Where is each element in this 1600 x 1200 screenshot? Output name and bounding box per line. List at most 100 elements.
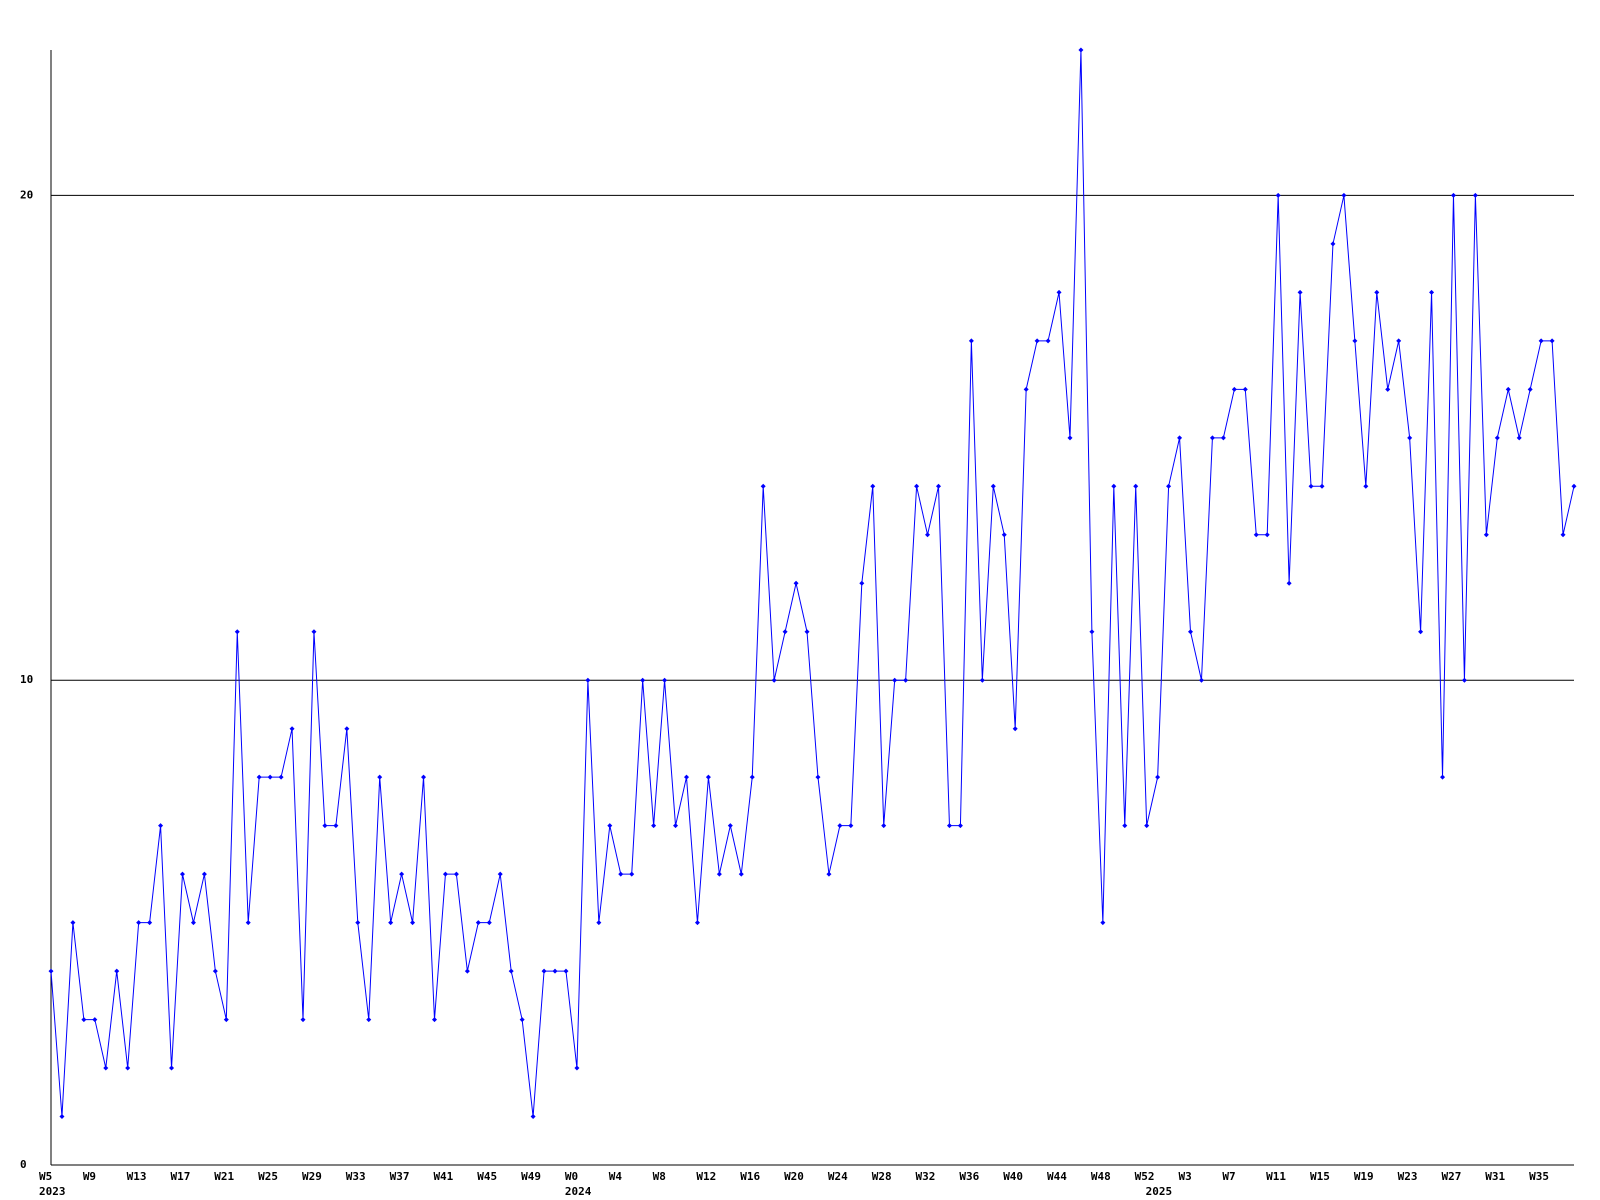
data-point xyxy=(782,629,788,635)
data-point xyxy=(771,677,777,683)
data-point xyxy=(673,823,679,829)
data-point xyxy=(300,1017,306,1023)
data-point xyxy=(278,774,284,780)
data-point xyxy=(519,1017,525,1023)
data-point xyxy=(267,774,273,780)
x-tick-label: W41 xyxy=(433,1170,453,1183)
data-point xyxy=(563,968,569,974)
data-point xyxy=(1571,483,1577,489)
x-tick-label: W13 xyxy=(127,1170,147,1183)
data-point xyxy=(377,774,383,780)
data-point xyxy=(1440,774,1446,780)
data-point xyxy=(147,920,153,926)
data-point xyxy=(169,1065,175,1071)
data-point xyxy=(815,774,821,780)
x-tick-label: W9 xyxy=(83,1170,96,1183)
data-point xyxy=(1242,386,1248,392)
data-point xyxy=(234,629,240,635)
x-tick-label: W35 xyxy=(1529,1170,1549,1183)
data-point xyxy=(1308,483,1314,489)
data-point xyxy=(903,677,909,683)
data-point xyxy=(190,920,196,926)
data-point xyxy=(442,871,448,877)
data-point xyxy=(508,968,514,974)
data-point xyxy=(355,920,361,926)
x-tick-label: W29 xyxy=(302,1170,322,1183)
data-point xyxy=(212,968,218,974)
x-tick-label: W49 xyxy=(521,1170,541,1183)
y-tick-label: 0 xyxy=(20,1158,27,1171)
x-tick-label: W31 xyxy=(1485,1170,1505,1183)
data-point xyxy=(245,920,251,926)
x-tick-label: W52 xyxy=(1135,1170,1155,1183)
x-tick-label: W24 xyxy=(828,1170,848,1183)
data-point xyxy=(475,920,481,926)
data-point xyxy=(541,968,547,974)
x-tick-label: W8 xyxy=(653,1170,666,1183)
data-point xyxy=(256,774,262,780)
x-year-label: 2024 xyxy=(565,1185,592,1198)
data-point xyxy=(1264,532,1270,538)
data-point xyxy=(848,823,854,829)
data-point xyxy=(1516,435,1522,441)
x-tick-label: W21 xyxy=(214,1170,234,1183)
data-point xyxy=(1012,726,1018,732)
data-point xyxy=(136,920,142,926)
data-point xyxy=(925,532,931,538)
data-point xyxy=(1297,289,1303,295)
data-point xyxy=(201,871,207,877)
data-point xyxy=(716,871,722,877)
data-point xyxy=(399,871,405,877)
data-point xyxy=(1330,241,1336,247)
x-tick-label: W23 xyxy=(1398,1170,1418,1183)
data-point xyxy=(1155,774,1161,780)
data-point xyxy=(1472,192,1478,198)
data-point xyxy=(1034,338,1040,344)
data-point xyxy=(486,920,492,926)
y-tick-label: 10 xyxy=(20,673,33,686)
data-point xyxy=(629,871,635,877)
data-point xyxy=(694,920,700,926)
x-tick-label: W17 xyxy=(170,1170,190,1183)
data-point xyxy=(1089,629,1095,635)
data-point xyxy=(936,483,942,489)
data-point xyxy=(333,823,339,829)
data-point xyxy=(366,1017,372,1023)
data-point xyxy=(1023,386,1029,392)
data-point xyxy=(1341,192,1347,198)
data-point xyxy=(158,823,164,829)
x-tick-label: W37 xyxy=(390,1170,410,1183)
x-tick-label: W15 xyxy=(1310,1170,1330,1183)
data-point xyxy=(1286,580,1292,586)
data-point xyxy=(596,920,602,926)
data-point xyxy=(1144,823,1150,829)
data-point xyxy=(1407,435,1413,441)
data-point xyxy=(1549,338,1555,344)
data-point xyxy=(1319,483,1325,489)
data-point xyxy=(59,1114,65,1120)
data-point xyxy=(640,677,646,683)
data-point xyxy=(1363,483,1369,489)
x-tick-label: W7 xyxy=(1222,1170,1235,1183)
data-point xyxy=(1188,629,1194,635)
data-point xyxy=(1418,629,1424,635)
data-point xyxy=(1231,386,1237,392)
data-point xyxy=(223,1017,229,1023)
data-point xyxy=(727,823,733,829)
x-tick-label: W25 xyxy=(258,1170,278,1183)
x-tick-label: W4 xyxy=(609,1170,623,1183)
data-point xyxy=(1374,289,1380,295)
data-point xyxy=(1483,532,1489,538)
data-point xyxy=(1078,47,1084,53)
data-point xyxy=(1198,677,1204,683)
data-point xyxy=(1111,483,1117,489)
data-point xyxy=(1527,386,1533,392)
data-point xyxy=(1253,532,1259,538)
data-point xyxy=(1209,435,1215,441)
data-point xyxy=(1067,435,1073,441)
data-point xyxy=(881,823,887,829)
data-point xyxy=(683,774,689,780)
data-point xyxy=(738,871,744,877)
